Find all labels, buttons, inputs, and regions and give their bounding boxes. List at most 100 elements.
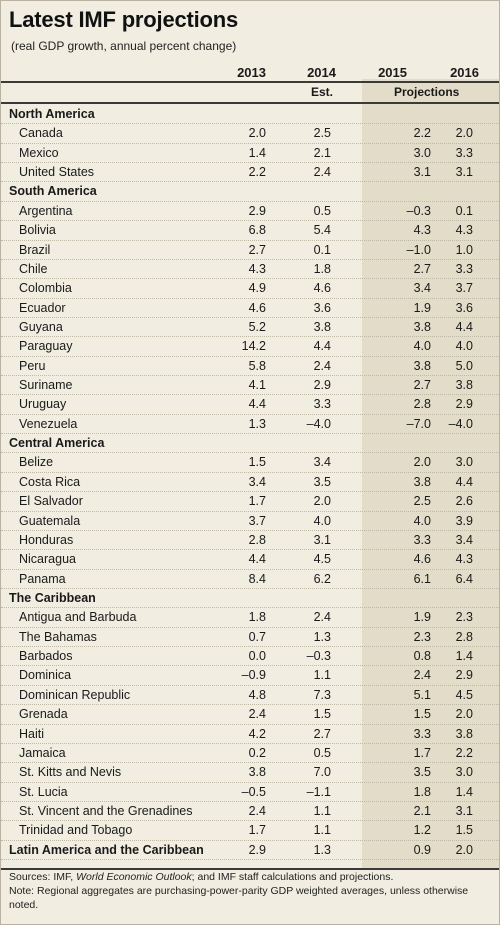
value-cell: 1.7 — [248, 823, 266, 838]
value-cell: 1.1 — [313, 823, 331, 838]
table-row: Antigua and Barbuda 1.8 2.4 1.9 2.3 — [1, 608, 499, 628]
value-cell: 2.3 — [455, 610, 473, 625]
value-cell: 3.8 — [313, 319, 331, 334]
value-cell: 2.0 — [313, 494, 331, 509]
value-cell: 7.0 — [313, 765, 331, 780]
value-cell: 1.4 — [455, 649, 473, 664]
country-name: St. Lucia — [19, 784, 68, 799]
value-cell: 2.2 — [455, 745, 473, 760]
value-cell: 7.3 — [313, 687, 331, 702]
value-cell: 3.8 — [413, 319, 431, 334]
value-cell: 6.1 — [413, 571, 431, 586]
value-cell: 1.5 — [248, 455, 266, 470]
value-cell: 6.8 — [248, 223, 266, 238]
value-cell: 2.1 — [413, 803, 431, 818]
header-rule-top — [1, 81, 499, 83]
table-row: The Bahamas 0.7 1.3 2.3 2.8 — [1, 628, 499, 648]
country-name: Dominican Republic — [19, 687, 131, 702]
value-cell: 4.4 — [313, 339, 331, 354]
value-cell: 3.4 — [455, 532, 473, 547]
value-cell: 1.8 — [248, 610, 266, 625]
value-cell: 1.5 — [313, 707, 331, 722]
country-name: Suriname — [19, 378, 73, 393]
section-name: North America — [9, 107, 95, 121]
country-name: Paraguay — [19, 339, 73, 354]
table-row: Mexico 1.4 2.1 3.0 3.3 — [1, 144, 499, 164]
table-row: Paraguay 14.2 4.4 4.0 4.0 — [1, 337, 499, 357]
section-name: The Caribbean — [9, 590, 96, 605]
value-cell: 2.9 — [455, 397, 473, 412]
table-row: Costa Rica 3.4 3.5 3.8 4.4 — [1, 473, 499, 493]
value-cell: 4.5 — [313, 552, 331, 567]
header-year-2013: 2013 — [237, 65, 266, 80]
value-cell: 5.2 — [248, 319, 266, 334]
country-name: Trinidad and Tobago — [19, 823, 133, 838]
value-cell: 4.0 — [455, 339, 473, 354]
value-cell: 0.8 — [413, 649, 431, 664]
value-cell: 4.4 — [455, 474, 473, 489]
value-cell: –1.1 — [306, 784, 331, 799]
value-cell: 1.7 — [248, 494, 266, 509]
table-row: Ecuador 4.6 3.6 1.9 3.6 — [1, 299, 499, 318]
value-cell: 2.0 — [455, 126, 473, 141]
value-cell: 0.2 — [248, 745, 266, 760]
value-cell: –4.0 — [448, 416, 473, 431]
country-name: El Salvador — [19, 494, 83, 509]
value-cell: 0.1 — [313, 242, 331, 257]
table-row: Guyana 5.2 3.8 3.8 4.4 — [1, 318, 499, 338]
value-cell: 4.4 — [248, 552, 266, 567]
country-name: Barbados — [19, 649, 73, 664]
table-row: Jamaica 0.2 0.5 1.7 2.2 — [1, 744, 499, 764]
value-cell: 1.0 — [455, 242, 473, 257]
value-cell: 2.3 — [413, 629, 431, 644]
country-name: Guyana — [19, 319, 63, 334]
table-row: Nicaragua 4.4 4.5 4.6 4.3 — [1, 550, 499, 570]
value-cell: 3.0 — [455, 455, 473, 470]
value-cell: 3.1 — [455, 165, 473, 180]
value-cell: 2.4 — [248, 707, 266, 722]
table-row: Trinidad and Tobago 1.7 1.1 1.2 1.5 — [1, 821, 499, 841]
table-row: Uruguay 4.4 3.3 2.8 2.9 — [1, 395, 499, 415]
value-cell: 4.6 — [248, 300, 266, 315]
value-cell: 4.4 — [455, 319, 473, 334]
table-row: Peru 5.8 2.4 3.8 5.0 — [1, 357, 499, 377]
country-name: Honduras — [19, 532, 74, 547]
country-name: Argentina — [19, 203, 73, 218]
value-cell: 2.0 — [455, 842, 473, 857]
value-cell: 4.1 — [248, 378, 266, 393]
page-title: Latest IMF projections — [9, 7, 239, 32]
table-row: Honduras 2.8 3.1 3.3 3.4 — [1, 531, 499, 551]
value-cell: 3.8 — [413, 358, 431, 373]
value-cell: 5.8 — [248, 358, 266, 373]
table-row: Belize 1.5 3.4 2.0 3.0 — [1, 453, 499, 473]
value-cell: 2.0 — [413, 455, 431, 470]
value-cell: 6.4 — [455, 571, 473, 586]
value-cell: 4.6 — [413, 552, 431, 567]
value-cell: 2.1 — [313, 145, 331, 160]
value-cell: 1.7 — [413, 745, 431, 760]
country-name: Dominica — [19, 668, 72, 683]
value-cell: 4.0 — [413, 339, 431, 354]
value-cell: 1.2 — [413, 823, 431, 838]
sources-note: Sources: IMF, World Economic Outlook; an… — [9, 871, 394, 883]
value-cell: 2.0 — [248, 126, 266, 141]
value-cell: 8.4 — [248, 571, 266, 586]
country-name: Panama — [19, 571, 66, 586]
value-cell: 3.3 — [313, 397, 331, 412]
total-row: Latin America and the Caribbean 2.9 1.3 0.9… — [1, 841, 499, 861]
table-row: Suriname 4.1 2.9 2.7 3.8 — [1, 376, 499, 396]
value-cell: 4.9 — [248, 281, 266, 296]
value-cell: 5.0 — [455, 358, 473, 373]
value-cell: 3.1 — [313, 532, 331, 547]
table-row: St. Lucia –0.5 –1.1 1.8 1.4 — [1, 783, 499, 802]
header-projections-label: Projections — [394, 85, 460, 99]
value-cell: 2.8 — [455, 629, 473, 644]
value-cell: 3.4 — [248, 474, 266, 489]
regional-note: Note: Regional aggregates are purchasing… — [9, 885, 469, 911]
value-cell: 1.3 — [313, 629, 331, 644]
value-cell: 2.7 — [413, 378, 431, 393]
section-header: The Caribbean — [1, 589, 499, 609]
table-row: Argentina 2.9 0.5 –0.3 0.1 — [1, 202, 499, 222]
section-header: North America — [1, 105, 499, 125]
